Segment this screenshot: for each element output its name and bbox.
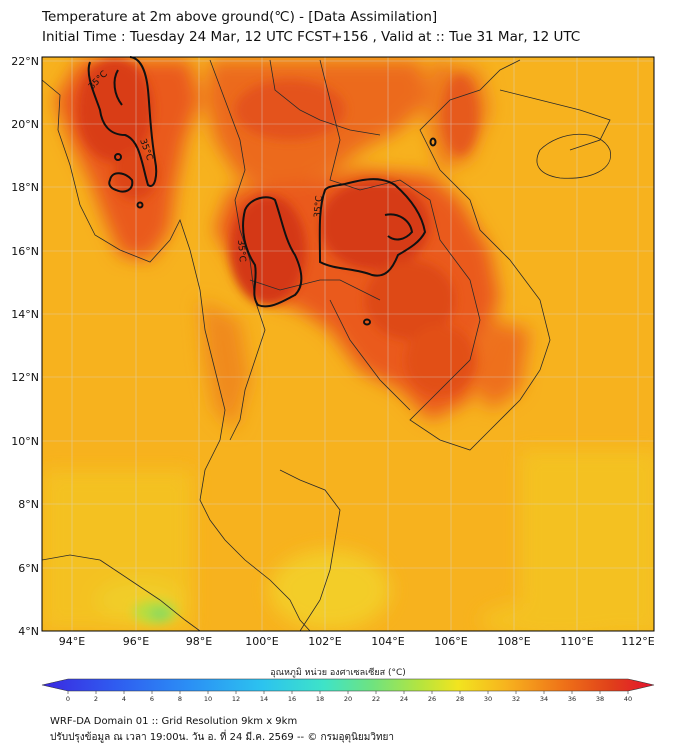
graticule: [42, 57, 654, 631]
lat-tick-label: 20°N: [11, 118, 39, 131]
colorbar-tick-label: 2: [94, 695, 98, 703]
footer-line-1: WRF-DA Domain 01 :: Grid Resolution 9km …: [50, 716, 298, 727]
colorbar: 0 2 4 6 8 10 12 14 16 18 20 22 24 26 28 30 32 34 36 38 40: [41, 678, 655, 703]
lon-tick-label: 110°E: [560, 635, 593, 648]
colorbar-tick-label: 24: [400, 695, 408, 703]
colorbar-tick-label: 10: [204, 695, 212, 703]
lon-tick-label: 94°E: [59, 635, 85, 648]
chart-title: Temperature at 2m above ground(℃) - [Dat…: [42, 7, 580, 47]
temperature-field: [42, 57, 654, 631]
lat-tick-label: 14°N: [11, 308, 39, 321]
lat-tick-label: 10°N: [11, 435, 39, 448]
map-frame: [41, 56, 655, 632]
lon-tick-label: 104°E: [371, 635, 404, 648]
longitude-axis: 94°E 96°E 98°E 100°E 102°E 104°E 106°E 1…: [59, 635, 655, 648]
lon-tick-label: 98°E: [186, 635, 212, 648]
title-line-1: Temperature at 2m above ground(℃) - [Dat…: [42, 9, 438, 25]
colorbar-tick-label: 16: [288, 695, 296, 703]
colorbar-tick-label: 34: [540, 695, 548, 703]
colorbar-tick-label: 22: [372, 695, 380, 703]
colorbar-tick-label: 8: [178, 695, 182, 703]
latitude-axis: 4°N 6°N 8°N 10°N 12°N 14°N 16°N 18°N 20°…: [11, 55, 39, 638]
colorbar-tick-label: 38: [596, 695, 604, 703]
footer-line-2: ปรับปรุงข้อมูล ณ เวลา 19:00น. วัน อ. ที่…: [50, 732, 395, 743]
lon-tick-label: 106°E: [434, 635, 467, 648]
colorbar-tick-label: 12: [232, 695, 240, 703]
colorbar-tick-label: 28: [456, 695, 464, 703]
lon-tick-label: 108°E: [497, 635, 530, 648]
lon-tick-label: 112°E: [621, 635, 654, 648]
lon-tick-label: 96°E: [123, 635, 149, 648]
colorbar-tick-label: 26: [428, 695, 436, 703]
colorbar-tick-label: 30: [484, 695, 492, 703]
contour-label: 35°C: [313, 195, 325, 218]
colorbar-tick-label: 36: [568, 695, 576, 703]
colorbar-tick-label: 14: [260, 695, 268, 703]
colorbar-tick-label: 0: [66, 695, 70, 703]
lon-tick-label: 100°E: [245, 635, 278, 648]
lat-tick-label: 22°N: [11, 55, 39, 68]
colorbar-tick-label: 6: [150, 695, 154, 703]
colorbar-tick-label: 4: [122, 695, 126, 703]
lat-tick-label: 16°N: [11, 245, 39, 258]
colorbar-tick-label: 32: [512, 695, 520, 703]
colorbar-tick-label: 18: [316, 695, 324, 703]
contours-35c: [87, 56, 437, 326]
lat-tick-label: 12°N: [11, 371, 39, 384]
lat-tick-label: 8°N: [18, 498, 39, 511]
lat-tick-label: 4°N: [18, 625, 39, 638]
title-line-2: Initial Time : Tuesday 24 Mar, 12 UTC FC…: [42, 29, 581, 45]
colorbar-caption: อุณหภูมิ หน่วย องศาเซลเซียส (°C): [270, 668, 406, 678]
colorbar-tick-label: 40: [624, 695, 632, 703]
colorbar-tick-label: 20: [344, 695, 352, 703]
lat-tick-label: 6°N: [18, 562, 39, 575]
lat-tick-label: 18°N: [11, 181, 39, 194]
lon-tick-label: 102°E: [308, 635, 341, 648]
contour-label: 35°C: [235, 239, 247, 262]
